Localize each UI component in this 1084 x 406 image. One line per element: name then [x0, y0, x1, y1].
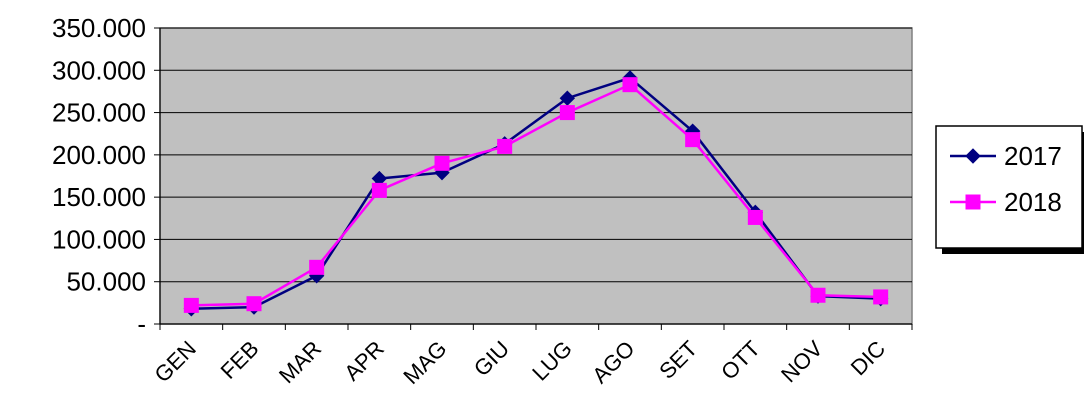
- legend-box: [935, 125, 1083, 249]
- data-point: [246, 296, 262, 312]
- y-tick-label: 300.000: [52, 55, 146, 85]
- plot-area: [159, 27, 913, 325]
- x-axis-ticks: GEN FEB MAR APR MAG GIU LUG AGO SET OTT NOV DIC: [149, 324, 913, 389]
- x-tick-label: DIC: [846, 336, 891, 381]
- x-tick-label: OTT: [716, 336, 765, 385]
- x-tick-label: SET: [654, 336, 702, 384]
- x-tick-label: MAR: [274, 336, 326, 388]
- y-tick-label: 100.000: [52, 224, 146, 254]
- gridlines: [160, 27, 912, 283]
- y-axis-ticks: - 50.000 100.000 150.000 200.000 250.000 300.0…: [52, 13, 160, 339]
- x-tick-label: GEN: [149, 336, 200, 387]
- data-point: [622, 77, 638, 93]
- data-point: [497, 138, 513, 154]
- legend-label: 2018: [1004, 187, 1062, 217]
- y-tick-label: 200.000: [52, 140, 146, 170]
- y-tick-label: 250.000: [52, 98, 146, 128]
- x-tick-label: FEB: [216, 336, 264, 384]
- x-tick-label: MAG: [398, 336, 451, 389]
- legend-label: 2017: [1004, 141, 1062, 171]
- legend: 2017 2018: [935, 125, 1084, 254]
- data-point: [559, 105, 575, 121]
- y-tick-label: 150.000: [52, 182, 146, 212]
- data-point: [747, 209, 763, 225]
- data-point: [810, 287, 826, 303]
- series-line: [191, 83, 881, 307]
- data-point: [309, 259, 325, 275]
- legend-marker: [965, 194, 981, 210]
- y-tick-label: 50.000: [66, 267, 146, 297]
- x-tick-label: NOV: [776, 336, 828, 388]
- legend-marker: [965, 148, 981, 164]
- x-tick-label: LUG: [527, 336, 577, 386]
- data-point: [685, 132, 701, 148]
- x-tick-label: GIU: [469, 336, 514, 381]
- x-tick-label: AGO: [587, 336, 639, 388]
- y-tick-label: -: [137, 309, 146, 339]
- data-point: [873, 289, 889, 305]
- data-point: [434, 155, 450, 171]
- series-line: [191, 76, 881, 311]
- data-point: [371, 182, 387, 198]
- data-point: [183, 297, 199, 313]
- series-2018: [183, 77, 889, 313]
- x-tick-label: APR: [339, 336, 389, 386]
- legend-entry-2017: 2017: [950, 141, 1062, 171]
- series-lines: [183, 70, 889, 317]
- legend-entry-2018: 2018: [950, 187, 1062, 217]
- y-tick-label: 350.000: [52, 13, 146, 43]
